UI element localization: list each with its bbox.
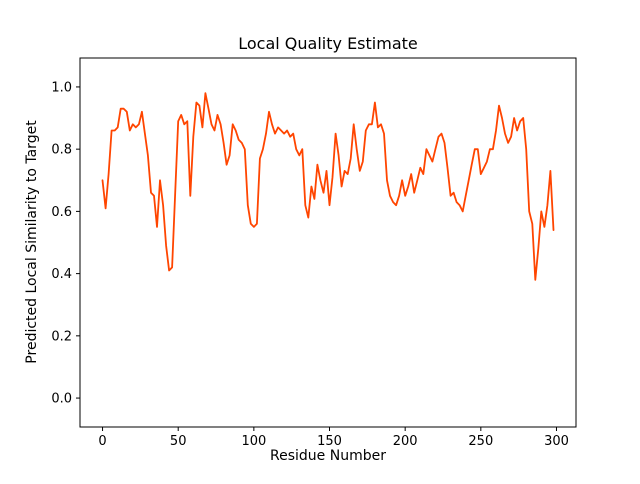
y-axis-label: Predicted Local Similarity to Target	[24, 120, 40, 364]
chart-title: Local Quality Estimate	[238, 34, 417, 53]
x-axis-label: Residue Number	[270, 448, 386, 464]
x-tick-label: 200	[393, 434, 418, 449]
x-axis-ticks: 0 50 100 150 200 250 300	[98, 427, 569, 449]
quality-line	[101, 92, 555, 281]
y-tick-label: 0.6	[51, 205, 72, 220]
x-tick-label: 50	[170, 434, 187, 449]
y-tick-label: 0.2	[51, 329, 72, 344]
y-tick-label: 0.8	[51, 143, 72, 158]
plot-spines	[79, 57, 577, 428]
x-tick-label: 0	[98, 434, 106, 449]
x-tick-label: 300	[544, 434, 569, 449]
x-tick-label: 250	[468, 434, 493, 449]
x-tick-label: 100	[241, 434, 266, 449]
y-axis-ticks: 0.0 0.2 0.4 0.6 0.8 1.0	[51, 80, 80, 407]
y-tick-label: 1.0	[51, 80, 72, 95]
y-tick-label: 0.0	[51, 392, 72, 407]
y-tick-label: 0.4	[51, 267, 72, 282]
x-tick-label: 150	[317, 434, 342, 449]
